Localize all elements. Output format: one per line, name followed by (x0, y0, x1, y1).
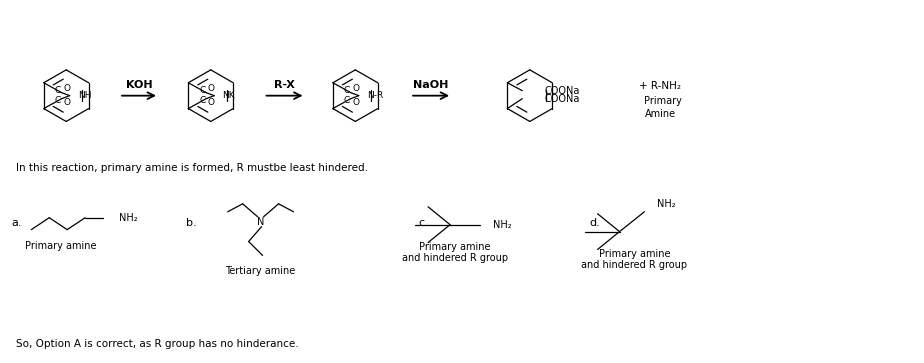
Text: NH₂: NH₂ (657, 199, 676, 209)
Text: NH: NH (78, 91, 91, 100)
Text: + R-NH₂: + R-NH₂ (639, 81, 682, 91)
Text: C: C (344, 86, 350, 95)
Text: O: O (63, 84, 70, 93)
Text: C: C (55, 96, 61, 105)
Text: O: O (208, 98, 214, 107)
Text: Amine: Amine (644, 109, 675, 119)
Text: C: C (200, 86, 205, 95)
Text: COONa: COONa (544, 86, 579, 96)
Text: O: O (208, 84, 214, 93)
Text: N-R: N-R (367, 91, 383, 100)
Text: C: C (344, 96, 350, 105)
Text: NK: NK (222, 91, 235, 100)
Text: NaOH: NaOH (413, 80, 449, 90)
Text: Primary amine
and hindered R group: Primary amine and hindered R group (581, 249, 687, 270)
Text: NH₂: NH₂ (492, 220, 512, 230)
Text: O: O (63, 98, 70, 107)
Text: COONa: COONa (544, 94, 579, 104)
Text: d.: d. (590, 218, 601, 228)
Text: KOH: KOH (126, 80, 152, 90)
Text: C: C (55, 86, 61, 95)
Text: So, Option A is correct, as R group has no hinderance.: So, Option A is correct, as R group has … (17, 339, 299, 349)
Text: c.: c. (419, 218, 428, 228)
Text: In this reaction, primary amine is formed, R mustbe least hindered.: In this reaction, primary amine is forme… (17, 163, 369, 173)
Text: a.: a. (11, 218, 22, 228)
Text: C: C (200, 96, 205, 105)
Text: O: O (352, 98, 359, 107)
Text: b.: b. (186, 218, 197, 228)
Text: NH₂: NH₂ (119, 213, 138, 223)
Text: Primary: Primary (644, 95, 682, 106)
Text: O: O (352, 84, 359, 93)
Text: Primary amine: Primary amine (26, 241, 97, 252)
Text: N: N (257, 217, 264, 227)
Text: Primary amine
and hindered R group: Primary amine and hindered R group (402, 242, 508, 263)
Text: R-X: R-X (274, 80, 295, 90)
Text: Tertiary amine: Tertiary amine (225, 266, 296, 276)
